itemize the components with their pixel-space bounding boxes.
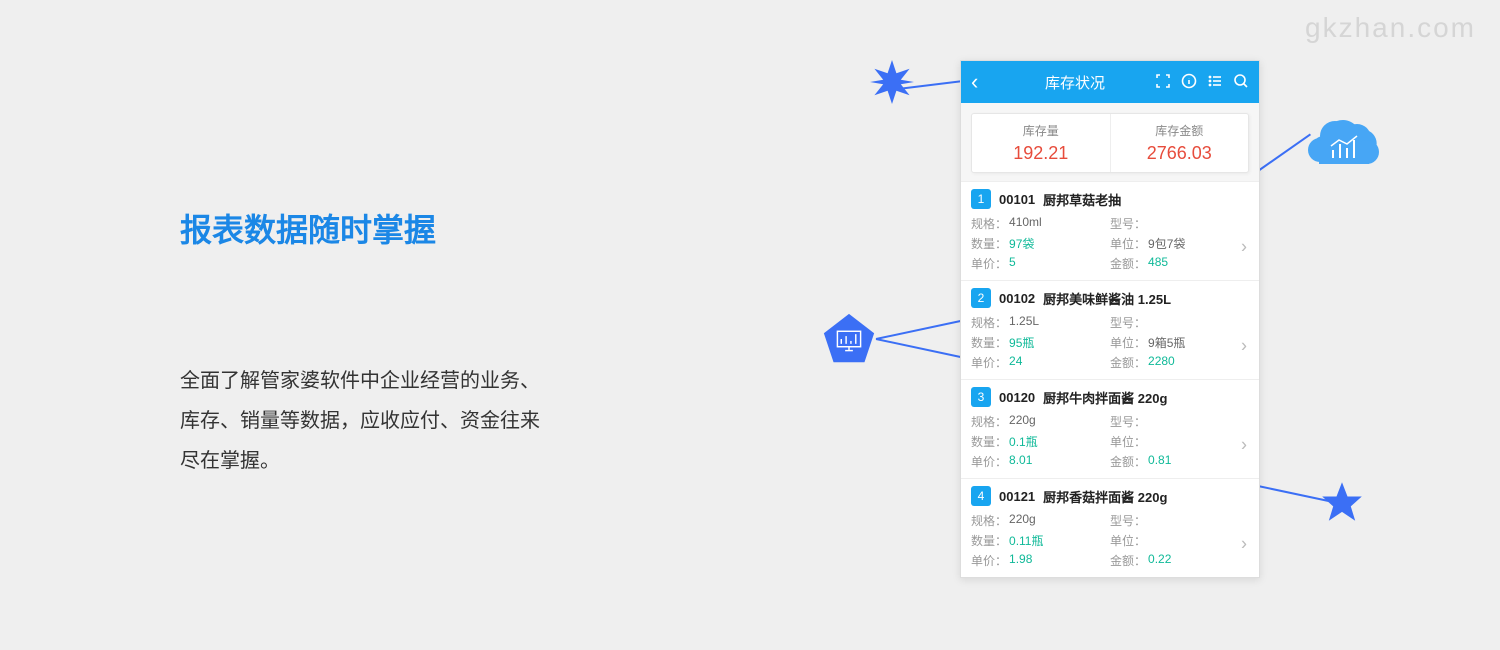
item-head: 4 00121 厨邦香菇拌面酱 220g (961, 479, 1259, 512)
kv-model: 型号： (1110, 512, 1249, 529)
search-icon[interactable] (1233, 73, 1249, 92)
item-head: 3 00120 厨邦牛肉拌面酱 220g (961, 380, 1259, 413)
pentagon-monitor-icon (820, 310, 878, 368)
summary-amount: 库存金额 2766.03 (1111, 114, 1249, 172)
kv-amount: 金额：0.22 (1110, 552, 1249, 569)
marketing-title: 报表数据随时掌握 (180, 205, 660, 251)
kv-spec: 规格：1.25L (971, 314, 1110, 331)
scan-icon[interactable] (1155, 73, 1171, 92)
chevron-right-icon: › (1241, 533, 1247, 554)
kv-spec: 规格：220g (971, 413, 1110, 430)
connector-line (1257, 133, 1311, 171)
kv-qty: 数量：0.1瓶 (971, 433, 1110, 450)
summary-amount-label: 库存金额 (1111, 122, 1249, 139)
kv-unit: 单位：9箱5瓶 (1110, 334, 1249, 351)
kv-model: 型号： (1110, 314, 1249, 331)
desc-line-2: 库存、销量等数据，应收应付、资金往来 (180, 401, 660, 441)
list-icon[interactable] (1207, 73, 1223, 92)
chevron-left-icon: ‹ (971, 69, 978, 94)
item-body: 规格：220g 型号： 数量：0.11瓶 单位： 单价：1.98 金额：0.22… (961, 512, 1259, 575)
item-code: 00101 (999, 192, 1035, 207)
kv-unit: 单位：9包7袋 (1110, 235, 1249, 252)
item-index-badge: 4 (971, 486, 991, 506)
item-body: 规格：220g 型号： 数量：0.1瓶 单位： 单价：8.01 金额：0.81 … (961, 413, 1259, 476)
kv-price: 单价：8.01 (971, 453, 1110, 470)
marketing-desc: 全面了解管家婆软件中企业经营的业务、 库存、销量等数据，应收应付、资金往来 尽在… (180, 361, 660, 481)
star-icon (1320, 480, 1364, 524)
desc-line-3: 尽在掌握。 (180, 441, 660, 481)
item-body: 规格：1.25L 型号： 数量：95瓶 单位：9箱5瓶 单价：24 金额：228… (961, 314, 1259, 377)
kv-spec: 规格：410ml (971, 215, 1110, 232)
kv-unit: 单位： (1110, 532, 1249, 549)
chevron-right-icon: › (1241, 236, 1247, 257)
chevron-right-icon: › (1241, 434, 1247, 455)
summary-amount-value: 2766.03 (1111, 143, 1249, 164)
cloud-chart-icon (1305, 110, 1385, 180)
item-head: 1 00101 厨邦草菇老抽 (961, 182, 1259, 215)
burst-icon (870, 60, 914, 104)
summary-qty: 库存量 192.21 (972, 114, 1111, 172)
item-index-badge: 3 (971, 387, 991, 407)
summary-card: 库存量 192.21 库存金额 2766.03 (971, 113, 1249, 173)
connector-line (876, 338, 964, 359)
kv-model: 型号： (1110, 215, 1249, 232)
summary-qty-label: 库存量 (972, 122, 1110, 139)
kv-qty: 数量：97袋 (971, 235, 1110, 252)
item-code: 00120 (999, 390, 1035, 405)
item-head: 2 00102 厨邦美味鲜酱油 1.25L (961, 281, 1259, 314)
kv-amount: 金额：485 (1110, 255, 1249, 272)
item-body: 规格：410ml 型号： 数量：97袋 单位：9包7袋 单价：5 金额：485 … (961, 215, 1259, 278)
back-button[interactable]: ‹ (971, 69, 995, 95)
item-index-badge: 1 (971, 189, 991, 209)
app-screenshot: ‹ 库存状况 库存量 192.21 库存金额 2766.03 (960, 60, 1260, 578)
marketing-text: 报表数据随时掌握 全面了解管家婆软件中企业经营的业务、 库存、销量等数据，应收应… (180, 205, 660, 481)
kv-amount: 金额：0.81 (1110, 453, 1249, 470)
kv-spec: 规格：220g (971, 512, 1110, 529)
inventory-list: 1 00101 厨邦草菇老抽 规格：410ml 型号： 数量：97袋 单位：9包… (961, 181, 1259, 577)
kv-price: 单价：1.98 (971, 552, 1110, 569)
item-name: 厨邦草菇老抽 (1043, 190, 1121, 209)
header-title: 库存状况 (1045, 72, 1105, 93)
inventory-item[interactable]: 2 00102 厨邦美味鲜酱油 1.25L 规格：1.25L 型号： 数量：95… (961, 280, 1259, 379)
kv-qty: 数量：95瓶 (971, 334, 1110, 351)
kv-qty: 数量：0.11瓶 (971, 532, 1110, 549)
kv-price: 单价：24 (971, 354, 1110, 371)
watermark: gkzhan.com (1305, 12, 1476, 44)
summary-qty-value: 192.21 (972, 143, 1110, 164)
item-code: 00121 (999, 489, 1035, 504)
chevron-right-icon: › (1241, 335, 1247, 356)
item-index-badge: 2 (971, 288, 991, 308)
kv-amount: 金额：2280 (1110, 354, 1249, 371)
connector-line (876, 319, 964, 340)
inventory-item[interactable]: 3 00120 厨邦牛肉拌面酱 220g 规格：220g 型号： 数量：0.1瓶… (961, 379, 1259, 478)
kv-model: 型号： (1110, 413, 1249, 430)
item-name: 厨邦牛肉拌面酱 220g (1043, 388, 1167, 407)
kv-price: 单价：5 (971, 255, 1110, 272)
info-icon[interactable] (1181, 73, 1197, 92)
app-header: ‹ 库存状况 (961, 61, 1259, 103)
inventory-item[interactable]: 1 00101 厨邦草菇老抽 规格：410ml 型号： 数量：97袋 单位：9包… (961, 181, 1259, 280)
item-name: 厨邦香菇拌面酱 220g (1043, 487, 1167, 506)
item-name: 厨邦美味鲜酱油 1.25L (1043, 289, 1171, 308)
kv-unit: 单位： (1110, 433, 1249, 450)
desc-line-1: 全面了解管家婆软件中企业经营的业务、 (180, 361, 660, 401)
inventory-item[interactable]: 4 00121 厨邦香菇拌面酱 220g 规格：220g 型号： 数量：0.11… (961, 478, 1259, 577)
item-code: 00102 (999, 291, 1035, 306)
